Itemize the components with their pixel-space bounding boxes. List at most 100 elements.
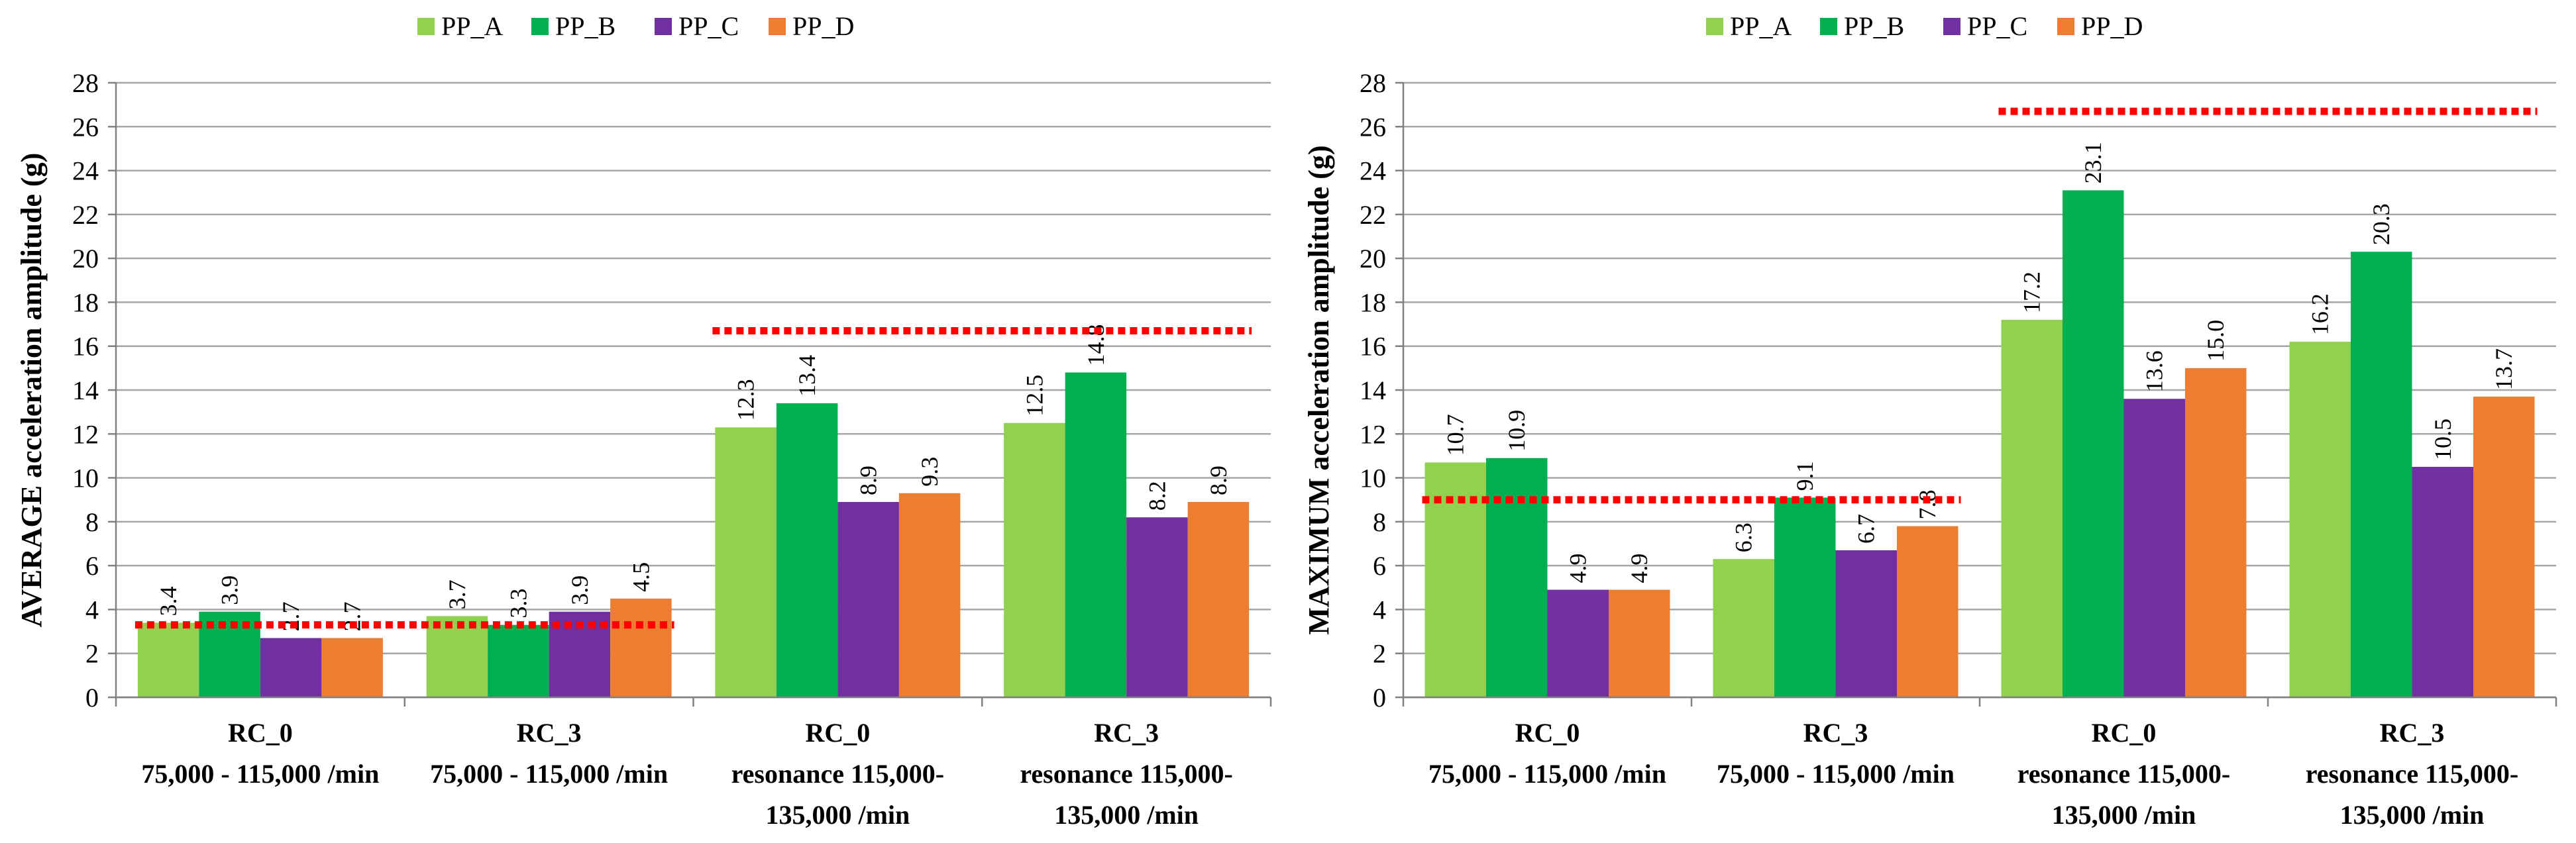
x-category-label: resonance 115,000- <box>2306 759 2518 789</box>
y-tick-label: 0 <box>1373 683 1386 713</box>
y-tick-label: 20 <box>72 244 99 273</box>
data-label: 3.7 <box>444 579 470 609</box>
data-label: 10.9 <box>1503 410 1530 452</box>
bar-pp-c <box>1126 517 1188 697</box>
y-tick-label: 22 <box>1360 200 1386 230</box>
y-tick-label: 8 <box>1373 507 1386 537</box>
bar-pp-b <box>488 624 549 697</box>
x-category-label: resonance 115,000- <box>2017 759 2230 789</box>
y-tick-label: 10 <box>1360 464 1386 493</box>
legend-entry: PP_A <box>441 11 503 41</box>
x-category-label: 75,000 - 115,000 /min <box>430 759 668 789</box>
x-category-label: 135,000 /min <box>2340 800 2485 830</box>
bar-pp-c <box>1547 589 1609 697</box>
bar-pp-d <box>1187 502 1250 697</box>
bar-pp-b <box>2063 190 2124 697</box>
y-tick-label: 14 <box>1360 375 1386 405</box>
x-category-label: 75,000 - 115,000 /min <box>1717 759 1955 789</box>
y-tick-label: 4 <box>85 595 99 624</box>
data-label: 4.5 <box>627 562 654 592</box>
data-label: 17.2 <box>2019 272 2045 313</box>
bar-pp-a <box>1713 559 1774 697</box>
data-label: 3.3 <box>505 589 531 619</box>
y-axis-title: AVERAGE acceleration amplitude (g) <box>15 153 48 628</box>
legend-entry: PP_A <box>1730 11 1792 41</box>
x-category-label: RC_0 <box>2092 718 2157 748</box>
x-category-label: RC_3 <box>1803 718 1868 748</box>
y-tick-label: 6 <box>85 551 99 581</box>
x-category-label: RC_3 <box>1094 718 1159 748</box>
x-category-label: 135,000 /min <box>2052 800 2196 830</box>
data-label: 3.4 <box>155 586 182 616</box>
data-label: 13.7 <box>2491 348 2517 390</box>
y-tick-label: 24 <box>72 156 99 186</box>
y-tick-label: 2 <box>1373 639 1386 669</box>
bar-pp-c <box>837 502 899 697</box>
bar-pp-c <box>260 638 322 697</box>
y-tick-label: 2 <box>85 639 99 669</box>
y-tick-label: 10 <box>72 464 99 493</box>
bar-pp-d <box>610 598 672 697</box>
y-tick-label: 28 <box>1360 68 1386 98</box>
legend-entry: PP_B <box>1844 11 1904 41</box>
x-category-label: resonance 115,000- <box>1020 759 1232 789</box>
data-label: 4.9 <box>1626 554 1652 583</box>
data-label: 16.2 <box>2307 293 2334 335</box>
bar-pp-a <box>715 427 777 697</box>
data-label: 12.3 <box>733 379 759 421</box>
legend-entry: PP_B <box>555 11 616 41</box>
data-label: 10.7 <box>1442 414 1469 456</box>
legend-entry: PP_D <box>792 11 854 41</box>
x-category-label: RC_0 <box>805 718 870 748</box>
legend-swatch <box>1943 18 1960 35</box>
data-label: 10.5 <box>2430 419 2456 460</box>
legend-entry: PP_D <box>2081 11 2143 41</box>
y-tick-label: 14 <box>72 375 99 405</box>
x-category-label: 75,000 - 115,000 /min <box>1428 759 1666 789</box>
y-tick-label: 12 <box>72 419 99 449</box>
y-tick-label: 26 <box>72 112 99 142</box>
data-label: 12.5 <box>1021 375 1047 417</box>
data-label: 6.3 <box>1731 522 1757 552</box>
data-label: 23.1 <box>2080 142 2106 183</box>
legend-swatch <box>655 18 672 35</box>
bar-pp-a <box>2001 319 2063 697</box>
bar-pp-a <box>137 622 199 697</box>
bar-pp-d <box>321 638 383 697</box>
y-tick-label: 22 <box>72 200 99 230</box>
bar-pp-a <box>2289 342 2351 697</box>
bar-pp-d <box>1897 526 1959 697</box>
bar-pp-c <box>1835 550 1897 697</box>
legend-swatch <box>1820 18 1837 35</box>
legend-swatch <box>769 18 786 35</box>
y-tick-label: 4 <box>1373 595 1386 624</box>
data-label: 3.9 <box>217 575 243 605</box>
data-label: 20.3 <box>2368 203 2394 245</box>
bar-pp-c <box>2412 467 2473 697</box>
data-label: 13.4 <box>794 355 820 397</box>
y-tick-label: 26 <box>1360 112 1386 142</box>
legend-entry: PP_C <box>1967 11 2027 41</box>
legend-swatch <box>2057 18 2074 35</box>
y-tick-label: 24 <box>1360 156 1386 186</box>
x-category-label: RC_0 <box>1515 718 1580 748</box>
x-category-label: 135,000 /min <box>1054 800 1199 830</box>
x-category-label: resonance 115,000- <box>731 759 944 789</box>
x-category-label: 75,000 - 115,000 /min <box>141 759 379 789</box>
x-category-label: 135,000 /min <box>765 800 910 830</box>
bar-pp-a <box>426 616 488 697</box>
data-label: 7.8 <box>1914 489 1941 519</box>
y-axis-title: MAXIMUM acceleration amplitude (g) <box>1303 145 1335 634</box>
maximum-amplitude-chart: 024681012141618202224262810.76.317.216.2… <box>1303 11 2557 830</box>
x-category-label: RC_3 <box>2380 718 2445 748</box>
data-label: 9.1 <box>1792 461 1818 491</box>
bar-pp-d <box>898 493 961 697</box>
y-tick-label: 6 <box>1373 551 1386 581</box>
y-tick-label: 8 <box>85 507 99 537</box>
data-label: 8.9 <box>1205 466 1232 495</box>
legend-swatch <box>1706 18 1723 35</box>
bar-pp-c <box>2123 399 2185 697</box>
y-tick-label: 28 <box>72 68 99 98</box>
